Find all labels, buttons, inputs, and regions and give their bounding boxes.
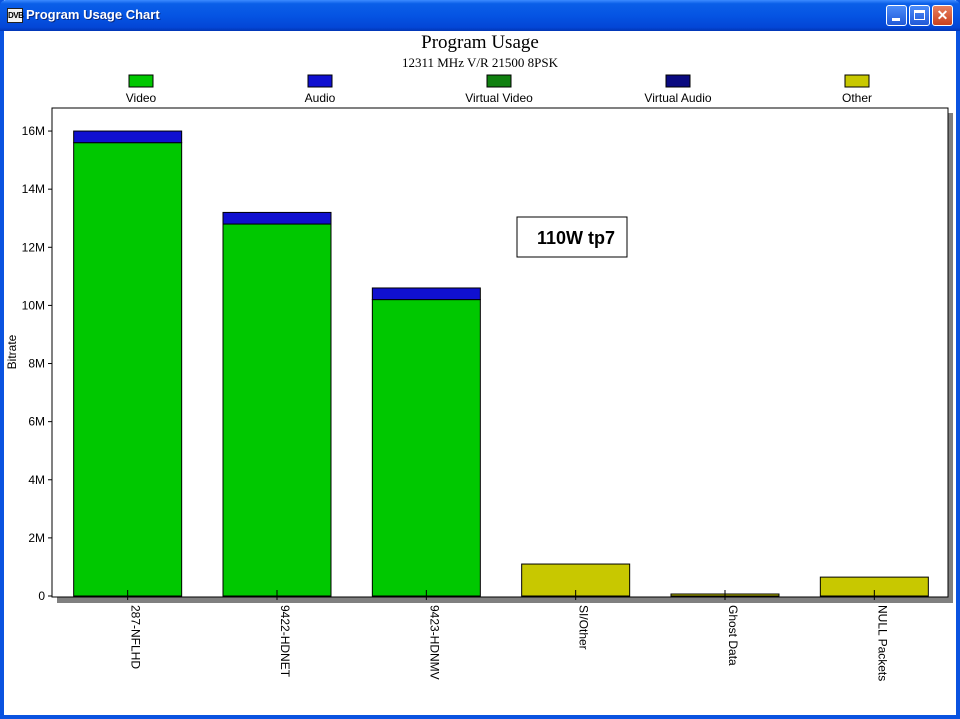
annotation-box: 110W tp7 bbox=[516, 216, 628, 258]
maximize-button[interactable] bbox=[909, 5, 930, 26]
plot-area bbox=[51, 107, 949, 598]
legend-swatch-0 bbox=[128, 74, 154, 88]
y-tick-label-7: 14M bbox=[22, 182, 45, 196]
chart-subtitle: 12311 MHz V/R 21500 8PSK bbox=[402, 55, 559, 70]
y-tick-label-1: 2M bbox=[28, 531, 45, 545]
dvb-app-icon[interactable]: DVB bbox=[7, 8, 24, 23]
y-tick-label-6: 12M bbox=[22, 240, 45, 254]
minimize-icon bbox=[892, 18, 900, 21]
legend-label-0: Video bbox=[126, 91, 157, 105]
x-tick-label-5: NULL Packets bbox=[875, 605, 889, 681]
legend-label-2: Virtual Video bbox=[465, 91, 533, 105]
window-title: Program Usage Chart bbox=[26, 7, 160, 22]
close-icon: ✕ bbox=[936, 7, 949, 23]
y-tick-label-2: 4M bbox=[28, 473, 45, 487]
x-tick-label-2: 9423-HDNMV bbox=[427, 605, 441, 680]
legend: Video Audio Virtual Video Virtual Audio Othe… bbox=[126, 74, 872, 105]
bar-1-1 bbox=[222, 211, 332, 225]
y-tick-label-4: 8M bbox=[28, 357, 45, 371]
close-button[interactable]: ✕ bbox=[932, 5, 953, 26]
x-tick-label-1: 9422-HDNET bbox=[278, 605, 292, 678]
bar-0-1 bbox=[73, 130, 183, 144]
legend-swatch-4 bbox=[844, 74, 870, 88]
bars bbox=[73, 130, 929, 597]
title-bar[interactable]: DVB Program Usage Chart ✕ bbox=[0, 0, 960, 31]
bar-0-0 bbox=[73, 142, 183, 597]
annotation-text: 110W tp7 bbox=[537, 228, 615, 248]
x-tick-label-3: SI/Other bbox=[577, 605, 591, 650]
annotation-frame bbox=[516, 216, 628, 258]
legend-swatch-3 bbox=[665, 74, 691, 88]
y-tick-label-5: 10M bbox=[22, 298, 45, 312]
y-tick-label-0: 0 bbox=[38, 589, 45, 603]
y-axis-label: Bitrate bbox=[5, 334, 19, 369]
y-axis: 0 2M 4M 6M 8M 10M 12M 14M 16M bbox=[22, 124, 52, 603]
bar-1-0 bbox=[222, 223, 332, 597]
y-tick-label-3: 6M bbox=[28, 415, 45, 429]
legend-label-1: Audio bbox=[305, 91, 336, 105]
maximize-icon bbox=[914, 10, 925, 20]
bar-2-0 bbox=[371, 299, 481, 597]
legend-swatch-1 bbox=[307, 74, 333, 88]
bar-2-1 bbox=[371, 287, 481, 301]
y-tick-label-8: 16M bbox=[22, 124, 45, 138]
x-tick-label-4: Ghost Data bbox=[726, 605, 740, 666]
x-axis: 287-NFLHD 9422-HDNET 9423-HDNMV SI/Other Gho… bbox=[127, 590, 889, 681]
legend-label-3: Virtual Audio bbox=[644, 91, 711, 105]
x-tick-label-0: 287-NFLHD bbox=[129, 605, 143, 669]
legend-swatch-2 bbox=[486, 74, 512, 88]
chart-title: Program Usage bbox=[421, 32, 539, 53]
legend-label-4: Other bbox=[842, 91, 872, 105]
minimize-button[interactable] bbox=[886, 5, 907, 26]
